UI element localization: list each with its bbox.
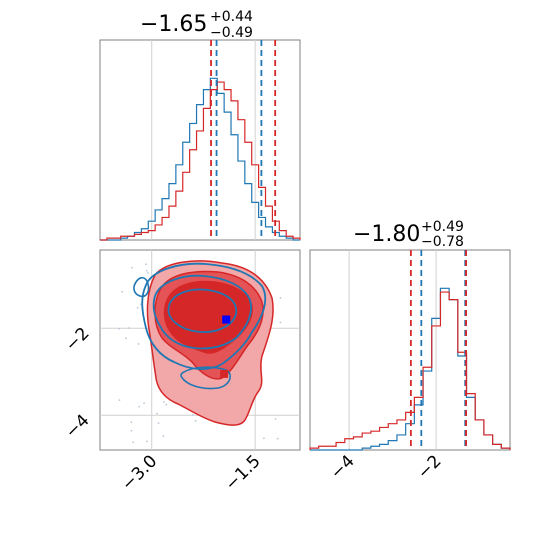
scatter-point: [146, 440, 148, 443]
scatter-point: [163, 401, 165, 403]
hist-series-blue: [100, 77, 300, 241]
scatter-point: [145, 269, 148, 272]
scatter-point: [132, 441, 135, 444]
y-tick-label: −4: [62, 411, 94, 443]
x-tick-label: −1.5: [221, 451, 264, 494]
contour-panel: [99, 249, 301, 451]
top-panel-title-lower: −0.49: [210, 25, 253, 41]
scatter-point: [143, 402, 146, 405]
histogram-panel-right: [309, 249, 511, 451]
blue-contour-left-lobe: [133, 276, 150, 298]
blue-contour-inner: [167, 288, 238, 333]
scatter-point: [194, 420, 197, 422]
y-tick-label: −2: [62, 324, 94, 356]
x-tick-label: −4: [327, 451, 359, 483]
scatter-point: [279, 297, 282, 299]
scatter-point: [162, 435, 165, 438]
median-marker: [220, 369, 229, 378]
blue-contour-mid: [152, 274, 252, 350]
scatter-point: [276, 437, 279, 440]
scatter-point: [118, 399, 121, 402]
scatter-point: [137, 343, 140, 345]
top-panel-title-upper: +0.44: [210, 9, 253, 25]
histogram-panel-top: [99, 39, 301, 241]
scatter-point: [147, 272, 149, 274]
hist-series-red: [100, 81, 301, 241]
x-tick-label: −2: [414, 451, 446, 483]
median-marker: [222, 315, 231, 324]
scatter-point: [157, 422, 160, 425]
panel-frame: [99, 39, 301, 241]
right-panel-title-upper: +0.49: [421, 219, 464, 235]
scatter-point: [156, 412, 158, 415]
scatter-point: [125, 337, 128, 340]
right-panel-title-main: −1.80: [353, 222, 420, 247]
blue-contour-lower-lobe: [180, 366, 231, 390]
scatter-point: [263, 437, 265, 440]
scatter-point: [165, 403, 168, 406]
scatter-point: [131, 266, 133, 269]
x-tick-label: −3.0: [118, 451, 161, 494]
scatter-point: [127, 327, 130, 329]
scatter-point: [118, 327, 121, 330]
median-marker: [238, 309, 247, 318]
top-panel-title-main: −1.65: [140, 12, 207, 37]
scatter-point: [191, 414, 194, 416]
scatter-point: [138, 405, 141, 408]
scatter-point: [121, 290, 124, 293]
scatter-point: [130, 429, 133, 432]
right-panel-title-lower: −0.78: [421, 234, 464, 250]
scatter-point: [279, 321, 282, 324]
scatter-point: [136, 307, 139, 309]
median-marker: [208, 319, 217, 328]
scatter-point: [274, 417, 277, 420]
scatter-point: [130, 421, 133, 424]
scatter-point: [145, 263, 147, 266]
blue-contour-outer: [141, 262, 267, 370]
hist-series-red: [309, 291, 511, 450]
